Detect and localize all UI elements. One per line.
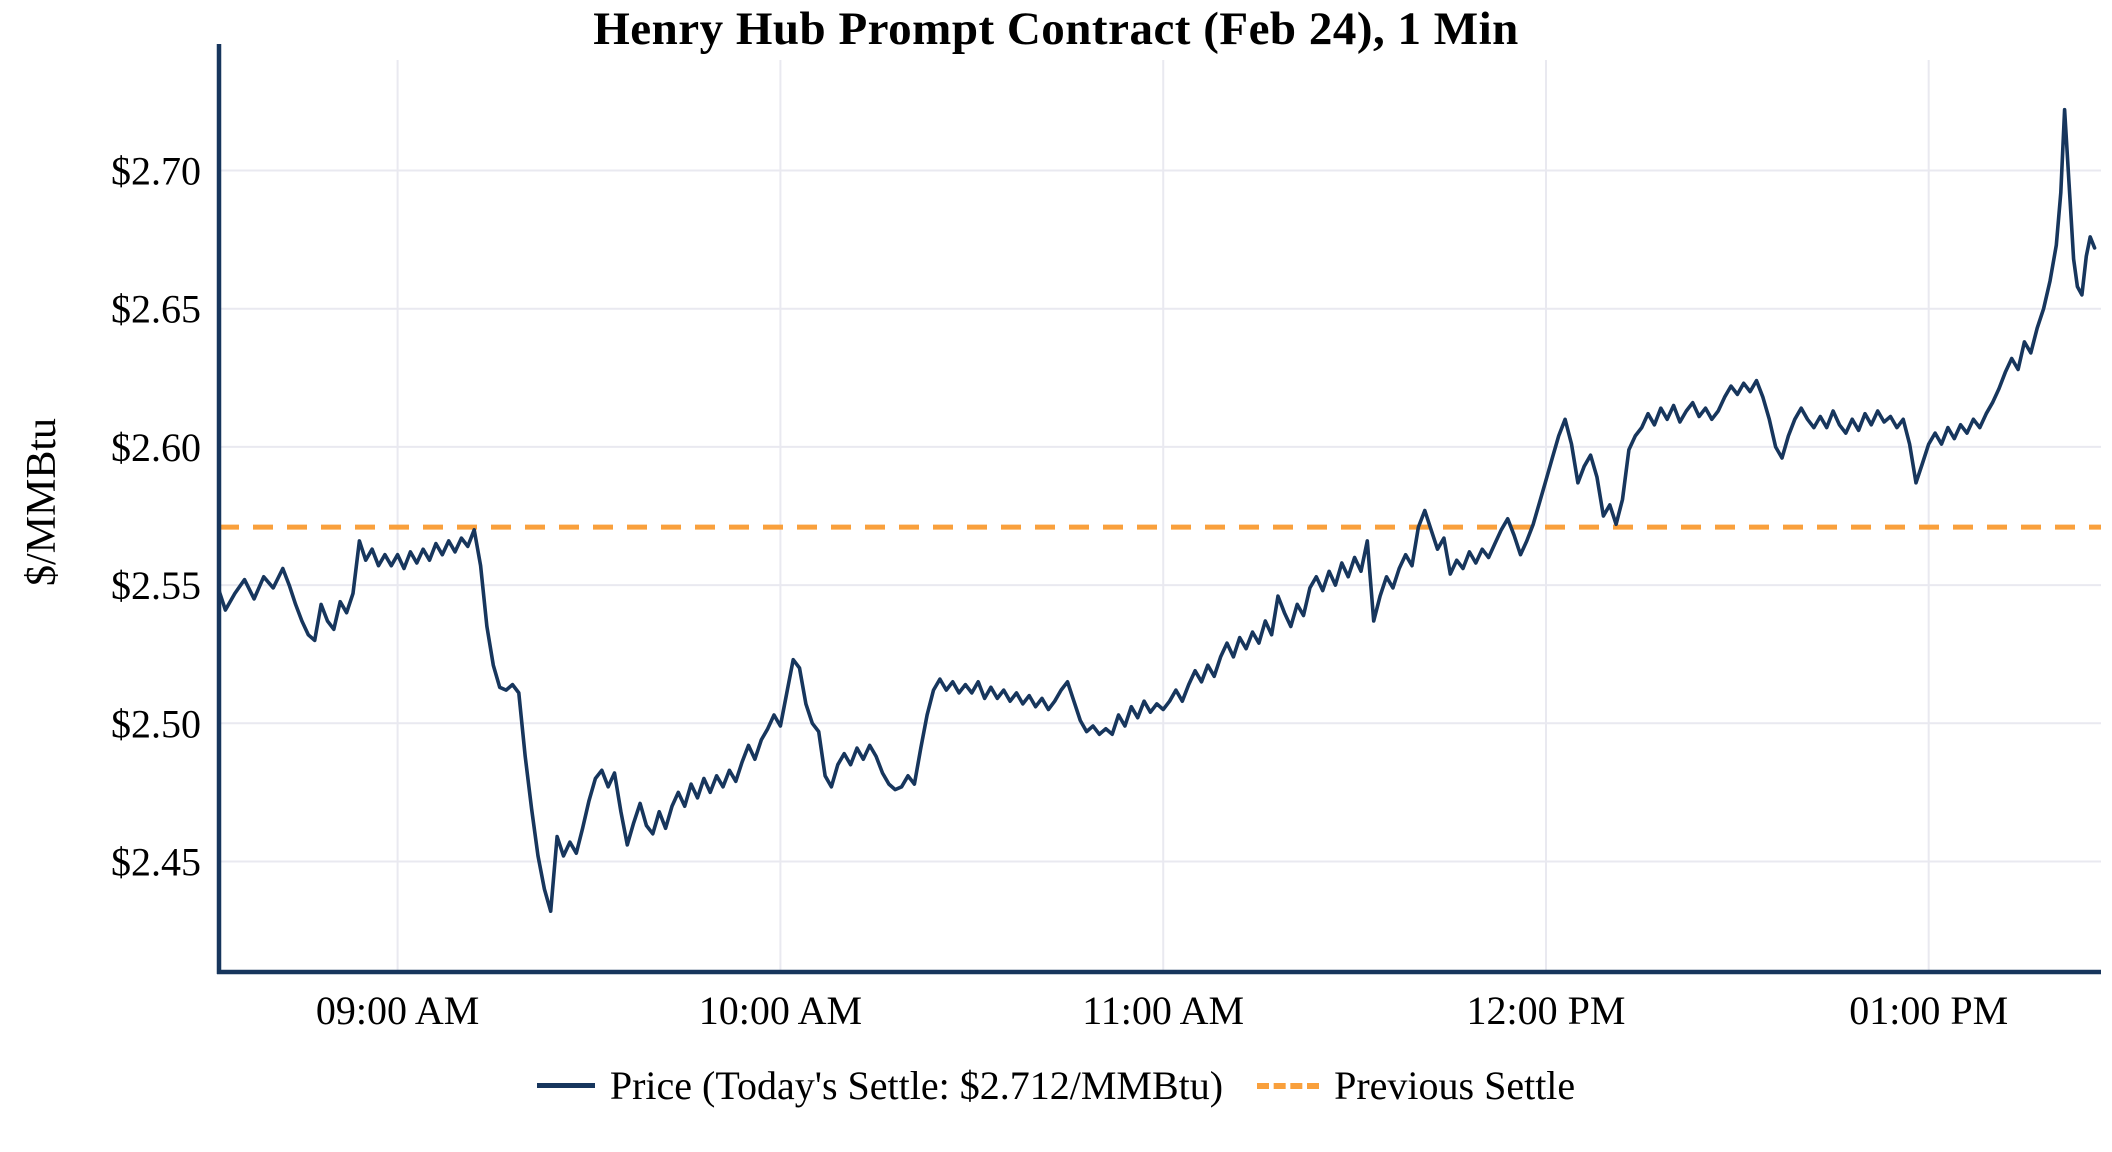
y-tick-label: $2.45 — [111, 840, 201, 885]
y-tick-label: $2.55 — [111, 563, 201, 608]
chart-title: Henry Hub Prompt Contract (Feb 24), 1 Mi… — [593, 3, 1519, 55]
legend-settle-label: Previous Settle — [1334, 1063, 1576, 1108]
legend: Price (Today's Settle: $2.712/MMBtu) Pre… — [0, 1062, 2112, 1109]
y-axis-label: $/MMBtu — [19, 417, 65, 587]
y-tick-label: $2.65 — [111, 287, 201, 332]
x-tick-label: 01:00 PM — [1849, 988, 2008, 1033]
legend-item-previous-settle: Previous Settle — [1257, 1062, 1575, 1109]
price-line-swatch — [536, 1083, 595, 1088]
legend-item-price: Price (Today's Settle: $2.712/MMBtu) — [536, 1062, 1224, 1109]
x-tick-label: 11:00 AM — [1082, 988, 1244, 1033]
legend-price-label: Price (Today's Settle: $2.712/MMBtu) — [609, 1063, 1224, 1108]
y-tick-label: $2.70 — [111, 149, 201, 194]
previous-settle-swatch — [1257, 1082, 1320, 1089]
x-tick-label: 10:00 AM — [699, 988, 862, 1033]
price-line — [217, 107, 2097, 913]
y-tick-label: $2.50 — [111, 701, 201, 746]
x-tick-label: 12:00 PM — [1467, 988, 1626, 1033]
x-tick-label: 09:00 AM — [316, 988, 479, 1033]
y-tick-label: $2.60 — [111, 425, 201, 470]
